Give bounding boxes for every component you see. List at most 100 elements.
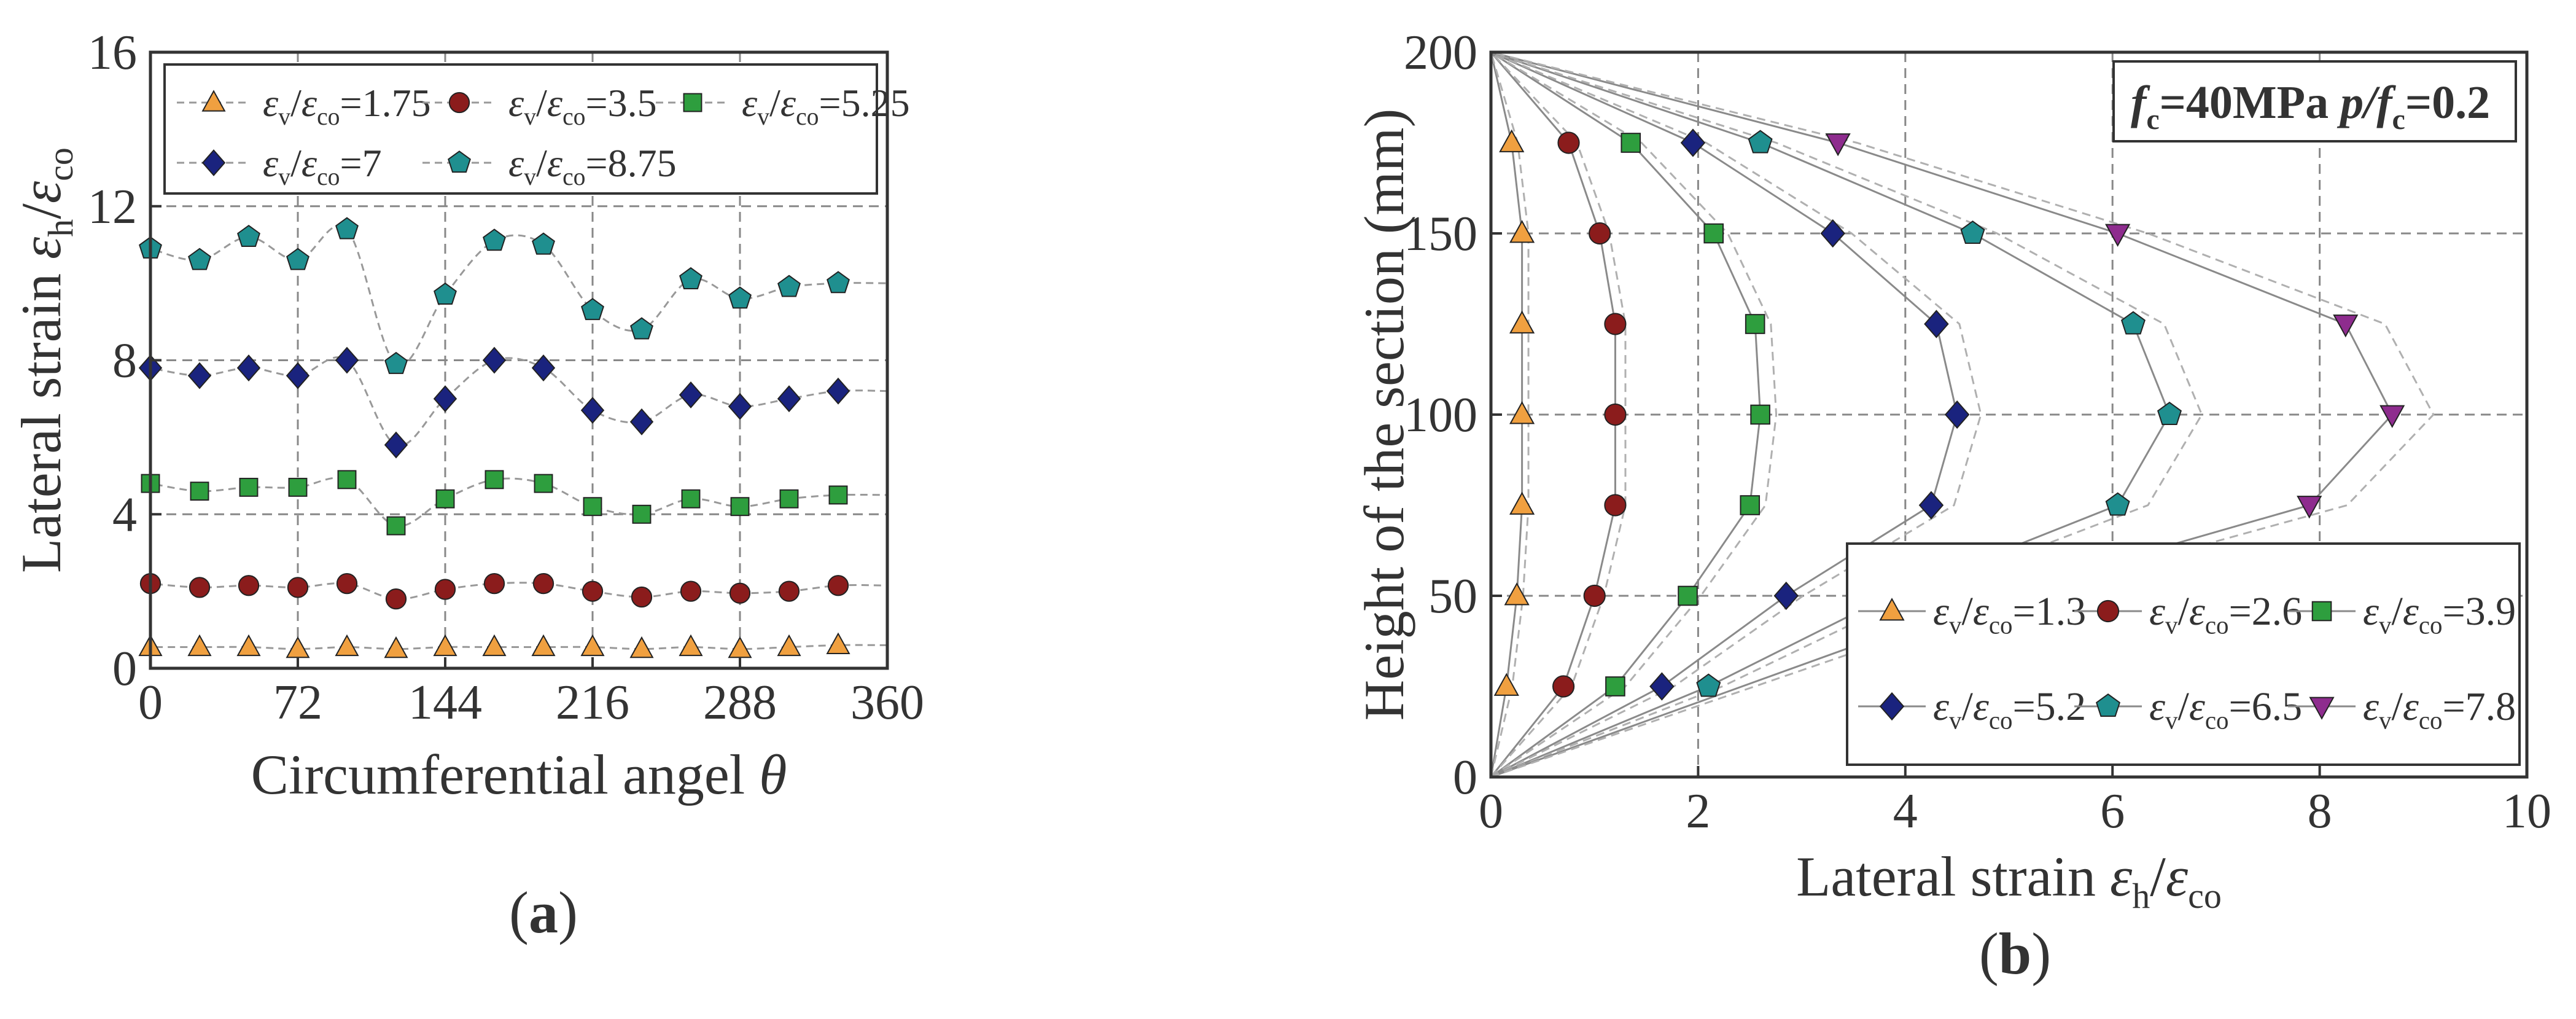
- b-data-point-s3: [1678, 585, 1698, 606]
- a-data-point-s2: [238, 575, 260, 596]
- a-data-point-s2: [827, 575, 849, 596]
- b-data-point-s1: [1509, 401, 1535, 424]
- a-axes: 0 72 144 216 288 360 0 4 8 12 16: [88, 26, 924, 730]
- a-series-line-5: [146, 224, 888, 367]
- a-data-point-s3: [239, 477, 259, 497]
- b-ytick-label: 50: [1428, 569, 1477, 623]
- a-data-point-s2: [778, 580, 800, 602]
- b-data-point-s3: [1740, 495, 1761, 515]
- b-series-dashed-3: [1490, 51, 1778, 778]
- a-data-point-s1: [335, 634, 359, 657]
- a-data-point-s2: [483, 572, 505, 595]
- b-data-point-s1: [1509, 310, 1535, 334]
- a-data-point-s2: [189, 577, 211, 598]
- b-ytick-label: 150: [1404, 207, 1477, 261]
- b-markers: [1493, 128, 2405, 701]
- a-ytick-label: 16: [88, 26, 137, 80]
- a-data-point-s1: [777, 634, 801, 657]
- b-data-point-s2: [1552, 675, 1575, 698]
- b-data-point-s5: [2105, 492, 2130, 516]
- b-data-point-s3: [1605, 676, 1625, 697]
- a-legend-marker: [683, 93, 702, 112]
- b-data-point-s1: [1504, 582, 1530, 606]
- a-data-point-s1: [679, 634, 703, 657]
- b-annotation-text: fc=40MPa p/fc=0.2: [2131, 77, 2490, 136]
- a-data-point-s5: [827, 271, 850, 294]
- a-y-axis-label: Lateral strain εh/εco: [10, 147, 80, 573]
- b-data-point-s4: [1649, 672, 1675, 701]
- a-series-line-4: [146, 356, 888, 447]
- a-data-point-s1: [531, 634, 556, 657]
- b-data-point-s1: [1509, 220, 1535, 243]
- b-xtick-label: 2: [1686, 784, 1710, 838]
- a-legend-label: εv/εco=8.75: [508, 141, 677, 190]
- b-legend: εv/εco=1.3 εv/εco=2.6 εv/εco=3.9 εv/εco=5.2…: [1846, 542, 2521, 766]
- a-xtick-label: 216: [556, 676, 629, 730]
- a-data-point-s2: [729, 582, 751, 604]
- a-ytick-label: 12: [88, 180, 137, 234]
- a-data-point-s5: [188, 248, 211, 270]
- b-data-point-s2: [1604, 403, 1627, 426]
- a-ytick-label: 8: [112, 334, 137, 388]
- a-data-point-s3: [386, 516, 406, 536]
- a-data-point-s5: [532, 232, 555, 255]
- a-data-point-s3: [779, 489, 799, 509]
- a-data-point-s5: [630, 317, 653, 340]
- b-legend-marker: [2096, 599, 2120, 623]
- a-data-point-s4: [629, 408, 654, 435]
- a-data-point-s4: [433, 385, 457, 413]
- b-legend-label: εv/εco=5.2: [1933, 684, 2086, 735]
- b-ytick-label: 200: [1404, 26, 1477, 80]
- a-panel-label: (a): [509, 880, 578, 945]
- b-data-point-s3: [1745, 314, 1765, 334]
- a-data-point-s2: [287, 577, 309, 598]
- a-data-point-s2: [582, 580, 604, 602]
- a-data-point-s4: [187, 362, 212, 389]
- a-data-point-s5: [237, 224, 260, 248]
- b-data-point-s2: [1583, 584, 1606, 607]
- a-data-point-s4: [286, 362, 310, 389]
- b-data-point-s2: [1604, 494, 1627, 517]
- a-legend-label: εv/εco=7: [263, 141, 382, 190]
- b-xtick-label: 8: [2308, 784, 2332, 838]
- b-legend-box: [1846, 542, 2521, 766]
- b-xtick-label: 4: [1893, 784, 1918, 838]
- a-series-line-1: [146, 644, 888, 650]
- b-data-point-s1: [1509, 491, 1535, 515]
- a-data-point-s2: [434, 579, 456, 600]
- b-annotation-box: fc=40MPa p/fc=0.2: [2112, 60, 2517, 143]
- b-legend-label: εv/εco=3.9: [2363, 589, 2516, 639]
- b-series-dashed-4: [1490, 51, 1982, 778]
- b-data-point-s3: [1621, 133, 1641, 153]
- b-data-point-s6: [2379, 405, 2405, 428]
- b-data-point-s1: [1499, 129, 1525, 152]
- a-data-point-s1: [187, 634, 212, 657]
- a-data-point-s4: [826, 377, 850, 405]
- a-data-point-s4: [335, 346, 359, 374]
- b-legend-label: εv/εco=2.6: [2149, 589, 2302, 639]
- a-xtick-label: 0: [138, 676, 163, 730]
- b-data-point-s4: [1773, 581, 1799, 611]
- b-xtick-label: 0: [1479, 784, 1503, 838]
- a-legend-label: εv/εco=3.5: [508, 81, 657, 130]
- b-data-point-s3: [1750, 404, 1770, 425]
- a-data-point-s5: [384, 351, 408, 374]
- a-data-point-s3: [828, 485, 848, 505]
- b-data-point-s5: [1960, 220, 1985, 244]
- b-data-point-s1: [1493, 673, 1519, 696]
- b-xtick-label: 10: [2502, 784, 2551, 838]
- a-data-point-s5: [777, 275, 801, 297]
- b-series-dashed-5: [1490, 51, 2203, 778]
- b-data-point-s4: [1944, 400, 1970, 429]
- a-data-point-s3: [484, 470, 504, 490]
- a-data-point-s2: [385, 588, 407, 610]
- b-panel-label: (b): [1979, 921, 2051, 986]
- a-data-point-s3: [534, 474, 553, 493]
- a-x-axis-label: Circumferential angel θ: [251, 743, 787, 806]
- a-data-point-s4: [384, 431, 408, 459]
- a-legend-marker: [448, 92, 470, 114]
- b-data-point-s3: [1703, 223, 1724, 244]
- a-data-point-s3: [681, 489, 701, 509]
- a-data-point-s3: [632, 504, 652, 524]
